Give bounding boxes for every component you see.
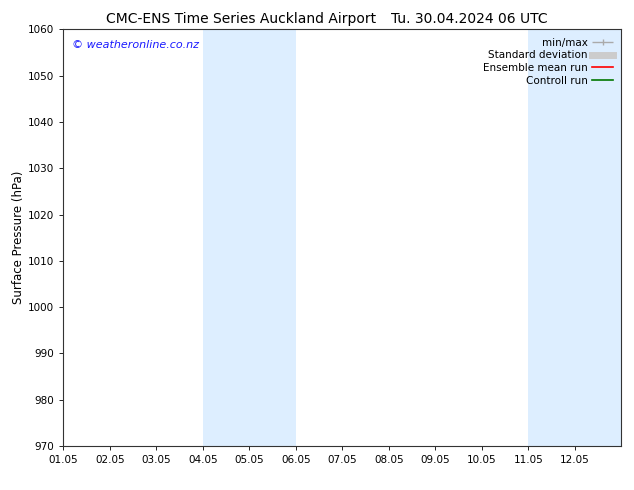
Text: © weatheronline.co.nz: © weatheronline.co.nz xyxy=(72,40,199,50)
Text: Tu. 30.04.2024 06 UTC: Tu. 30.04.2024 06 UTC xyxy=(391,12,548,26)
Text: CMC-ENS Time Series Auckland Airport: CMC-ENS Time Series Auckland Airport xyxy=(106,12,376,26)
Bar xyxy=(203,29,296,446)
Bar xyxy=(528,29,621,446)
Legend: min/max, Standard deviation, Ensemble mean run, Controll run: min/max, Standard deviation, Ensemble me… xyxy=(480,35,616,89)
Y-axis label: Surface Pressure (hPa): Surface Pressure (hPa) xyxy=(12,171,25,304)
